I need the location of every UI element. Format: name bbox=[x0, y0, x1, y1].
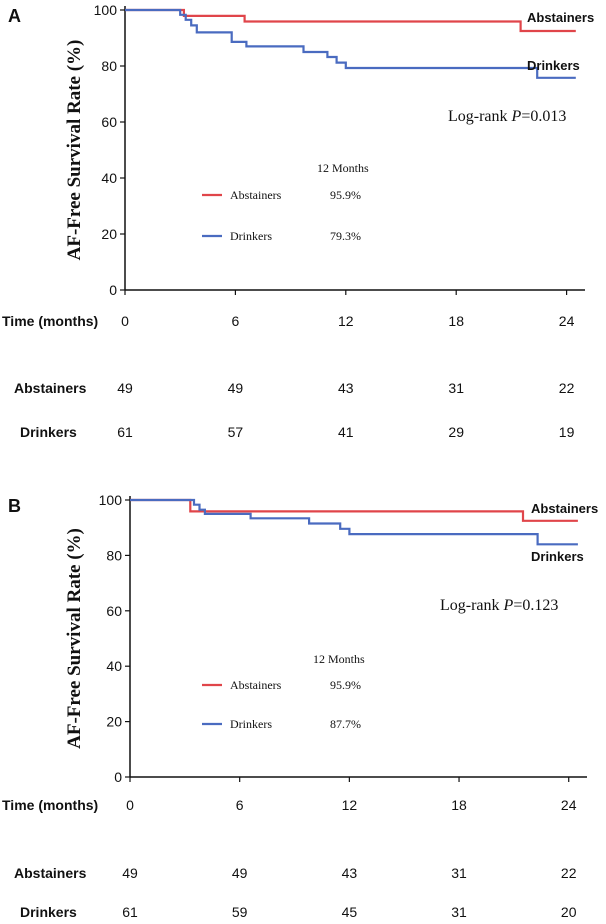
risk-row-label: Drinkers bbox=[20, 904, 77, 920]
y-tick-label: 40 bbox=[101, 170, 117, 186]
legend-value: 87.7% bbox=[330, 717, 361, 731]
log-rank-annotation: Log-rank P=0.013 bbox=[448, 108, 566, 125]
risk-value: 22 bbox=[561, 865, 577, 881]
risk-value: 57 bbox=[228, 424, 244, 440]
risk-value: 31 bbox=[451, 904, 467, 920]
y-tick-label: 100 bbox=[99, 492, 123, 508]
y-tick-label: 40 bbox=[106, 658, 122, 674]
risk-value: 61 bbox=[122, 904, 138, 920]
risk-row-label: Abstainers bbox=[14, 380, 87, 396]
curve-label-abstainers: Abstainers bbox=[527, 10, 594, 25]
risk-value: 20 bbox=[561, 904, 577, 920]
risk-value: 22 bbox=[559, 380, 575, 396]
curve-abstainers bbox=[125, 8, 576, 33]
legend-title: 12 Months bbox=[313, 652, 365, 666]
panel-b: BAF-Free Survival Rate (%)020406080100Ti… bbox=[2, 492, 598, 920]
log-rank-annotation: Log-rank P=0.123 bbox=[440, 597, 558, 614]
y-tick-label: 20 bbox=[106, 714, 122, 730]
y-tick-label: 0 bbox=[114, 769, 122, 785]
x-tick-label: 12 bbox=[338, 313, 354, 329]
curve-label-abstainers: Abstainers bbox=[531, 501, 598, 516]
risk-value: 59 bbox=[232, 904, 248, 920]
y-tick-label: 60 bbox=[106, 603, 122, 619]
risk-value: 49 bbox=[232, 865, 248, 881]
curve-abstainers bbox=[130, 498, 578, 522]
legend-value: 79.3% bbox=[330, 229, 361, 243]
risk-value: 19 bbox=[559, 424, 575, 440]
y-tick-label: 100 bbox=[94, 2, 118, 18]
curve-drinkers bbox=[130, 498, 578, 546]
legend-value: 95.9% bbox=[330, 678, 361, 692]
risk-row-label: Drinkers bbox=[20, 424, 77, 440]
curve-label-drinkers: Drinkers bbox=[527, 58, 580, 73]
x-tick-label: 18 bbox=[451, 797, 467, 813]
legend-label: Drinkers bbox=[230, 717, 272, 731]
risk-row-label: Abstainers bbox=[14, 865, 87, 881]
x-tick-label: 0 bbox=[121, 313, 129, 329]
x-tick-label: 24 bbox=[561, 797, 577, 813]
risk-value: 61 bbox=[117, 424, 133, 440]
curve-drinkers bbox=[125, 8, 576, 79]
risk-value: 49 bbox=[117, 380, 133, 396]
y-tick-label: 20 bbox=[101, 226, 117, 242]
x-tick-label: 6 bbox=[236, 797, 244, 813]
x-tick-label: 24 bbox=[559, 313, 575, 329]
risk-value: 45 bbox=[342, 904, 358, 920]
y-tick-label: 80 bbox=[101, 58, 117, 74]
y-axis-title: AF-Free Survival Rate (%) bbox=[64, 40, 85, 261]
risk-value: 43 bbox=[342, 865, 358, 881]
x-axis-title: Time (months) bbox=[2, 313, 98, 329]
risk-value: 31 bbox=[451, 865, 467, 881]
risk-value: 43 bbox=[338, 380, 354, 396]
x-tick-label: 18 bbox=[448, 313, 464, 329]
curve-label-drinkers: Drinkers bbox=[531, 549, 584, 564]
y-tick-label: 80 bbox=[106, 547, 122, 563]
x-tick-label: 6 bbox=[232, 313, 240, 329]
legend-value: 95.9% bbox=[330, 188, 361, 202]
risk-value: 49 bbox=[228, 380, 244, 396]
panel-a: AAF-Free Survival Rate (%)020406080100Ti… bbox=[2, 2, 594, 440]
panel-label: B bbox=[8, 496, 21, 516]
panel-label: A bbox=[8, 6, 21, 26]
x-tick-label: 12 bbox=[342, 797, 358, 813]
risk-value: 49 bbox=[122, 865, 138, 881]
risk-value: 31 bbox=[448, 380, 464, 396]
y-axis-title: AF-Free Survival Rate (%) bbox=[64, 528, 85, 749]
y-tick-label: 0 bbox=[109, 282, 117, 298]
risk-value: 29 bbox=[448, 424, 464, 440]
risk-value: 41 bbox=[338, 424, 354, 440]
x-axis-title: Time (months) bbox=[2, 797, 98, 813]
legend-title: 12 Months bbox=[317, 161, 369, 175]
legend-label: Abstainers bbox=[230, 188, 282, 202]
y-tick-label: 60 bbox=[101, 114, 117, 130]
legend-label: Drinkers bbox=[230, 229, 272, 243]
x-tick-label: 0 bbox=[126, 797, 134, 813]
legend-label: Abstainers bbox=[230, 678, 282, 692]
